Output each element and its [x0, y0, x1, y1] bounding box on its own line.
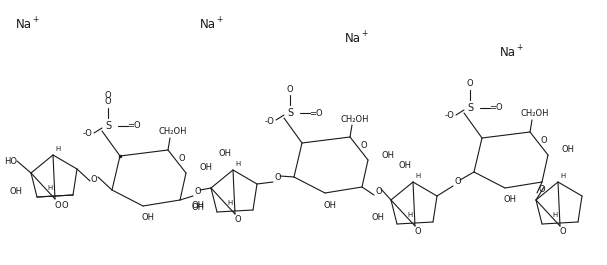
Text: OH: OH: [10, 187, 23, 196]
Text: O: O: [560, 227, 566, 236]
Text: Na: Na: [200, 18, 216, 31]
Text: +: +: [516, 43, 523, 52]
Text: =O: =O: [489, 104, 503, 113]
Text: -O: -O: [82, 130, 92, 139]
Text: +: +: [216, 15, 222, 24]
Text: O: O: [361, 141, 367, 150]
Text: +: +: [361, 29, 367, 38]
Text: OH: OH: [200, 164, 213, 173]
Text: OH: OH: [219, 149, 231, 158]
Text: O: O: [415, 227, 421, 236]
Text: CH₂OH: CH₂OH: [159, 127, 187, 136]
Text: O: O: [235, 215, 242, 224]
Text: H: H: [55, 146, 61, 152]
Text: +: +: [32, 15, 38, 24]
Text: -O: -O: [264, 117, 274, 126]
Text: O: O: [178, 154, 185, 163]
Text: H: H: [47, 185, 53, 191]
Text: O: O: [195, 188, 202, 197]
Text: OH: OH: [192, 201, 205, 210]
Text: H: H: [236, 161, 240, 167]
Text: O: O: [62, 201, 69, 210]
Text: OH: OH: [324, 201, 336, 210]
Text: OH: OH: [503, 196, 517, 205]
Text: S: S: [467, 103, 473, 113]
Text: OH: OH: [562, 145, 575, 154]
Text: OH: OH: [399, 161, 412, 170]
Text: O: O: [104, 98, 111, 107]
Text: OH: OH: [192, 204, 205, 213]
Text: Na: Na: [345, 32, 361, 45]
Text: O: O: [541, 136, 548, 145]
Text: O: O: [455, 178, 461, 187]
Text: OH: OH: [382, 151, 395, 160]
Text: Na: Na: [500, 46, 516, 59]
Text: S: S: [105, 121, 111, 131]
Text: H: H: [560, 173, 566, 179]
Text: O: O: [538, 184, 545, 193]
Text: O: O: [90, 174, 97, 183]
Text: OH: OH: [372, 214, 385, 223]
Text: O: O: [55, 201, 61, 210]
Text: O: O: [287, 85, 293, 94]
Text: H: H: [407, 212, 413, 218]
Text: O: O: [104, 91, 111, 100]
Text: O: O: [275, 174, 281, 183]
Text: HO: HO: [4, 157, 17, 166]
Text: OH: OH: [141, 214, 155, 223]
Text: O: O: [467, 80, 473, 89]
Text: H: H: [228, 200, 232, 206]
Text: H: H: [415, 173, 421, 179]
Text: CH₂OH: CH₂OH: [521, 109, 549, 118]
Text: O: O: [376, 187, 382, 196]
Text: H: H: [552, 212, 558, 218]
Text: CH₂OH: CH₂OH: [341, 114, 369, 123]
Text: =O: =O: [127, 121, 141, 130]
Text: =O: =O: [309, 108, 323, 117]
Text: -O: -O: [444, 112, 454, 121]
Text: S: S: [287, 108, 293, 118]
Text: Na: Na: [16, 18, 32, 31]
